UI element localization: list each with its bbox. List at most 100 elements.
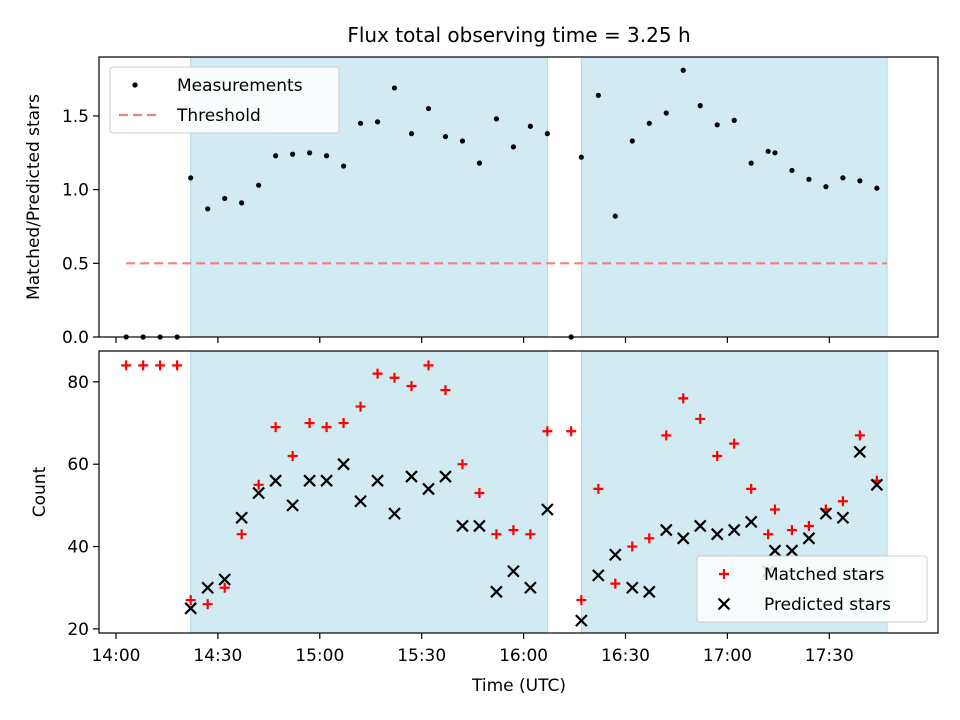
predicted-star-point — [541, 503, 554, 516]
predicted-star-point — [785, 544, 799, 557]
observing-window-2 — [580, 56, 888, 338]
matched-star-point — [593, 483, 604, 494]
x-tick-label: 14:30 — [193, 646, 242, 666]
measurement-point — [680, 67, 686, 73]
predicted-star-point — [320, 474, 333, 487]
series-matched-stars — [121, 360, 882, 610]
predicted-star-point — [676, 532, 690, 545]
matched-star-point — [769, 504, 780, 515]
x-tick-label: 16:30 — [601, 646, 650, 666]
x-tick-label: 15:00 — [295, 646, 344, 666]
matched-star-point — [202, 599, 213, 610]
matched-star-point — [786, 525, 797, 536]
legend-box — [696, 555, 928, 623]
measurement-point — [823, 184, 829, 190]
x-axis-title: Time (UTC) — [471, 676, 566, 696]
predicted-star-point — [768, 544, 782, 557]
predicted-star-point — [507, 564, 520, 578]
y-tick-label: 60 — [67, 455, 89, 475]
matched-star-point — [837, 496, 848, 507]
measurement-point — [697, 103, 703, 109]
legend: Matched stars Predicted stars — [696, 555, 928, 623]
predicted-star-point — [853, 445, 867, 459]
measurement-point — [459, 138, 466, 144]
matched-star-point — [219, 582, 230, 593]
y-tick-label: 1.5 — [62, 107, 89, 127]
x-tick-label: 14:00 — [91, 646, 140, 666]
predicted-star-point — [802, 532, 816, 545]
predicted-star-point — [642, 585, 656, 599]
predicted-star-point — [252, 486, 265, 500]
legend-matched-swatch — [719, 569, 729, 579]
predicted-star-point — [235, 511, 248, 525]
measurement-point — [374, 119, 381, 125]
predicted-star-point — [626, 581, 639, 594]
matched-star-point — [508, 525, 519, 536]
predicted-star-point — [592, 569, 605, 582]
predicted-star-point — [490, 585, 503, 599]
measurement-point — [714, 122, 720, 128]
measurement-point — [425, 105, 432, 112]
predicted-star-point — [269, 474, 282, 487]
measurement-point — [874, 185, 880, 191]
matched-star-point — [355, 401, 366, 412]
predicted-star-point — [354, 494, 367, 508]
matched-star-point — [627, 541, 638, 552]
legend-label: Predicted stars — [764, 595, 891, 615]
matched-star-point — [155, 360, 166, 371]
matched-star-point — [678, 393, 689, 404]
matched-star-point — [763, 529, 774, 540]
predicted-star-point — [422, 482, 435, 496]
series-predicted-stars — [184, 445, 884, 627]
measurement-point — [222, 195, 228, 202]
x-tick-label: 15:30 — [397, 646, 446, 666]
matched-star-point — [185, 595, 196, 606]
matched-star-point — [172, 360, 183, 371]
measurement-point — [857, 178, 863, 184]
predicted-star-point — [405, 470, 418, 483]
x-tick-label: 17:00 — [703, 646, 752, 666]
legend-measurement-swatch — [132, 82, 138, 88]
predicted-star-point — [456, 519, 469, 533]
matched-star-point — [661, 430, 672, 441]
predicted-star-point — [575, 614, 588, 627]
matched-star-point — [253, 479, 264, 490]
count-panel: 20 40 60 80 Count 14:00 14:30 15:00 15:30 16:00 16… — [30, 350, 939, 666]
measurement-point — [629, 138, 635, 144]
matched-star-point — [423, 360, 434, 371]
legend-box — [109, 66, 340, 134]
measurement-point — [239, 200, 245, 206]
matched-star-point — [474, 488, 485, 499]
measurement-point — [772, 150, 778, 156]
x-tick-label: 17:30 — [805, 646, 854, 666]
matched-star-point — [525, 529, 536, 540]
matched-star-point — [644, 533, 655, 544]
measurement-point — [442, 133, 449, 140]
matched-star-point — [854, 430, 865, 441]
matched-star-point — [389, 372, 400, 383]
axes-frame — [98, 350, 939, 634]
matched-star-point — [576, 595, 587, 606]
measurement-point — [476, 160, 483, 166]
predicted-star-point — [473, 519, 486, 533]
matched-star-point — [372, 368, 383, 379]
measurement-point — [663, 110, 669, 116]
measurement-point — [306, 150, 313, 156]
measurement-point — [357, 120, 364, 126]
y-tick-label: 20 — [67, 620, 89, 640]
predicted-star-point — [836, 511, 850, 525]
measurement-point — [612, 213, 618, 219]
predicted-star-point — [744, 515, 758, 529]
matched-star-point — [491, 529, 502, 540]
series-measurements — [123, 67, 880, 340]
predicted-star-point — [710, 527, 724, 541]
predicted-star-point — [659, 523, 673, 537]
y-tick-label: 40 — [67, 538, 89, 558]
matched-star-point — [712, 450, 723, 461]
matched-star-point — [610, 578, 621, 589]
matched-star-point — [321, 422, 332, 433]
ratio-panel: 0.0 0.5 1.0 1.5 Matched/Predicted stars Measu… — [24, 56, 939, 348]
y-axis-title: Matched/Predicted stars — [24, 94, 44, 300]
matched-star-point — [338, 418, 349, 429]
